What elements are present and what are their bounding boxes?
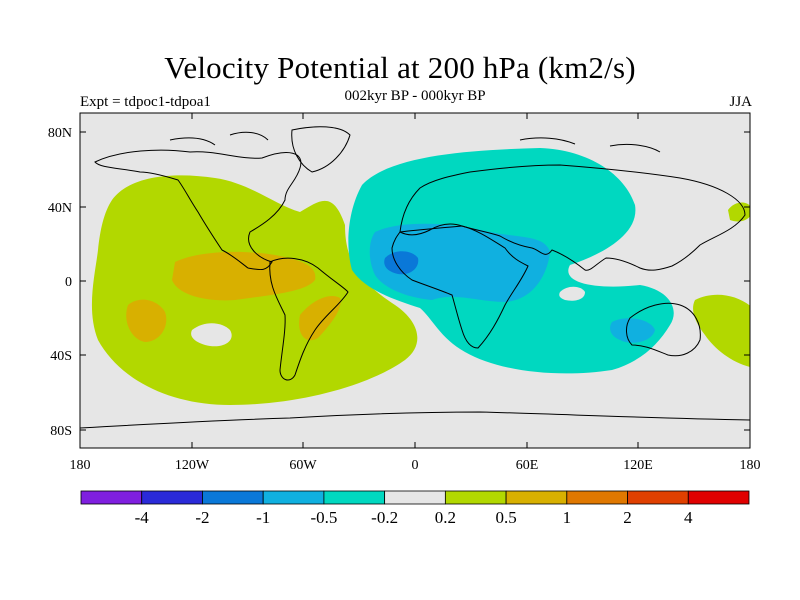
- colorbar-bin-6: [444, 490, 507, 505]
- colorbar-label-8: 2: [623, 508, 632, 527]
- colorbar: -4 -2 -1 -0.5 -0.2 0.2 0.5 1 2 4: [80, 490, 750, 527]
- lon-label-120e: 120E: [623, 458, 653, 473]
- colorbar-bin-2: [202, 490, 264, 505]
- colorbar-label-2: -1: [256, 508, 270, 527]
- coastline-africa: [391, 225, 529, 349]
- colorbar-bin-10: [687, 490, 750, 505]
- coastline-south-america: [269, 257, 349, 381]
- lon-label-60w: 60W: [289, 458, 317, 473]
- lat-label-80n: 80N: [48, 126, 72, 141]
- coastline-australia: [626, 302, 701, 357]
- colorbar-bin-1: [141, 490, 203, 505]
- colorbar-bin-9: [627, 490, 689, 505]
- colorbar-bin-4: [323, 490, 386, 505]
- colorbar-label-5: 0.2: [435, 508, 456, 527]
- experiment-label: Expt = tdpoc1-tdpoa1: [80, 94, 211, 110]
- latitude-labels: 80N 40N 0 40S 80S: [48, 126, 72, 439]
- coastline-europe: [399, 164, 746, 271]
- colorbar-bin-8: [566, 490, 628, 505]
- axis-ticks: [79, 113, 751, 448]
- positive-region-south-pacific: [126, 299, 167, 342]
- lat-label-80s: 80S: [50, 424, 72, 439]
- lon-label-60e: 60E: [516, 458, 539, 473]
- lon-label-0: 0: [412, 458, 419, 473]
- coastline-antarctica: [80, 411, 750, 429]
- chart-subtitle: 002kyr BP - 000kyr BP: [344, 88, 486, 104]
- colorbar-label-3: -0.5: [310, 508, 337, 527]
- colorbar-label-4: -0.2: [371, 508, 398, 527]
- positive-region-subtropical: [172, 251, 316, 301]
- lat-label-40n: 40N: [48, 201, 72, 216]
- positive-region-pacific-cut: [191, 323, 232, 347]
- negative-region-africa-core: [384, 251, 419, 275]
- colorbar-label-7: 1: [563, 508, 572, 527]
- lat-label-40s: 40S: [50, 349, 72, 364]
- colorbar-bin-7: [505, 490, 568, 505]
- colorbar-bin-5: [384, 490, 446, 505]
- lon-label-120w: 120W: [175, 458, 210, 473]
- lat-label-0: 0: [65, 275, 72, 290]
- coastline-arctic-islands: [169, 131, 661, 153]
- negative-region-indian-cut: [559, 286, 585, 301]
- colorbar-bin-0: [80, 490, 143, 505]
- colorbar-label-0: -4: [135, 508, 150, 527]
- coastline-greenland: [291, 126, 351, 173]
- colorbar-label-1: -2: [195, 508, 209, 527]
- longitude-labels: 180 120W 60W 0 60E 120E 180: [70, 458, 761, 473]
- negative-region-africa-mid: [369, 223, 550, 302]
- coastlines: [80, 126, 750, 429]
- colorbar-label-9: 4: [684, 508, 693, 527]
- season-label: JJA: [729, 94, 752, 110]
- colorbar-label-6: 0.5: [495, 508, 516, 527]
- negative-region-indian-south: [610, 318, 655, 343]
- colorbar-bin-3: [262, 490, 325, 505]
- lon-label-180w: 180: [70, 458, 91, 473]
- coastline-north-america: [94, 149, 302, 271]
- map-panel: [80, 113, 750, 448]
- lon-label-180e: 180: [740, 458, 761, 473]
- chart-title: Velocity Potential at 200 hPa (km2/s): [164, 50, 636, 85]
- positive-region-south-america: [299, 295, 341, 341]
- positive-patch-australia-east: [693, 294, 750, 367]
